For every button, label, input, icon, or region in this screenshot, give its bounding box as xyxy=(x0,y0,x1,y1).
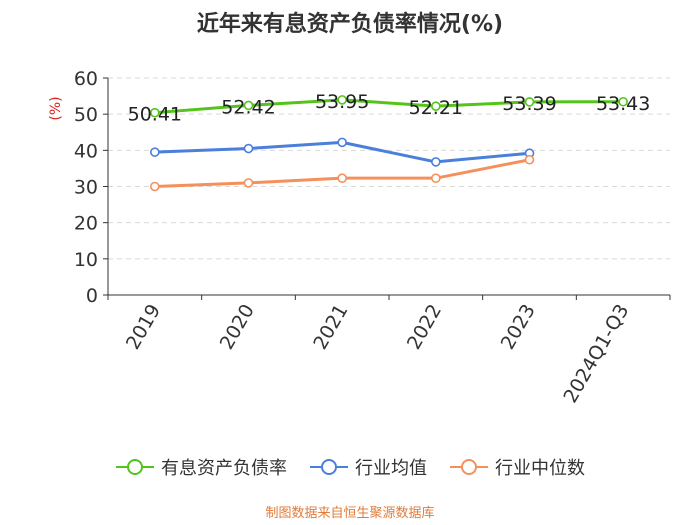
legend-item: 有息资产负债率 xyxy=(115,454,287,480)
data-point xyxy=(524,154,535,165)
data-point xyxy=(431,101,441,111)
data-point xyxy=(150,181,160,192)
data-point xyxy=(243,143,254,154)
x-tick-label: 2021 xyxy=(309,301,352,354)
y-tick-label: 10 xyxy=(74,249,98,271)
series-line xyxy=(153,98,625,115)
data-point xyxy=(150,147,160,157)
y-tick-label: 50 xyxy=(74,104,98,126)
y-axis-label: (%) xyxy=(48,96,64,120)
grid-layer xyxy=(108,77,670,260)
series-layer xyxy=(150,95,628,192)
y-tick-label: 0 xyxy=(86,285,98,307)
data-point xyxy=(618,96,628,107)
data-point xyxy=(243,100,254,111)
data-point xyxy=(337,95,347,105)
x-tick-label: 2023 xyxy=(497,301,540,354)
legend-label: 行业均值 xyxy=(355,458,427,479)
data-point xyxy=(431,157,441,167)
legend-label: 行业中位数 xyxy=(495,458,585,479)
legend-line-marker-icon xyxy=(450,459,488,475)
data-label: 50.41 xyxy=(128,104,182,126)
data-point xyxy=(337,173,347,183)
y-tick-label: 30 xyxy=(74,177,98,199)
x-tick-label: 2022 xyxy=(403,301,446,354)
legend-line-marker-icon xyxy=(116,459,154,475)
legend: 有息资产负债率 行业均值 行业中位数 xyxy=(0,454,700,480)
chart-title: 近年来有息资产负债率情况(%) xyxy=(196,12,504,37)
y-tick-label: 40 xyxy=(74,140,98,162)
x-tick-label: 2020 xyxy=(216,301,259,354)
legend-line-marker-icon xyxy=(310,459,348,475)
data-label: 53.39 xyxy=(502,93,556,115)
data-point xyxy=(150,107,160,118)
data-point xyxy=(431,173,441,183)
legend-label: 有息资产负债率 xyxy=(161,458,287,479)
data-label: 52.42 xyxy=(221,96,275,118)
data-point xyxy=(524,97,535,107)
data-point xyxy=(243,178,254,188)
data-label: 52.21 xyxy=(409,97,463,119)
x-tick-label: 2019 xyxy=(122,301,165,354)
legend-item: 行业均值 xyxy=(309,454,427,480)
data-point xyxy=(337,137,347,148)
y-tick-label: 60 xyxy=(74,68,98,90)
data-label: 53.95 xyxy=(315,91,369,113)
data-label-layer: 50.41 52.42 53.95 52.21 53.39 53.43 xyxy=(128,91,651,126)
x-tick-label: 2024Q1-Q3 xyxy=(559,301,633,407)
legend-item: 行业中位数 xyxy=(449,454,585,480)
data-label: 53.43 xyxy=(596,93,650,115)
source-note: 制图数据来自恒生聚源数据库 xyxy=(265,506,435,521)
y-tick-label: 20 xyxy=(74,213,98,235)
